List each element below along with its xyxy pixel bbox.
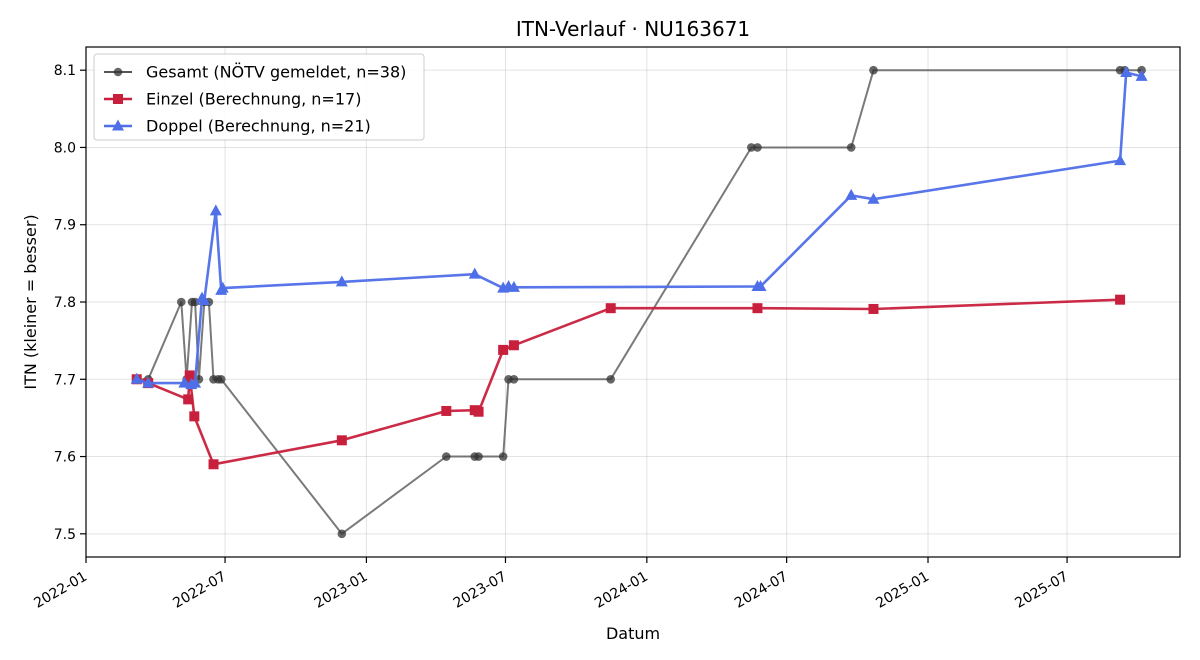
series-circle [132, 65, 1146, 539]
y-tick-label: 7.8 [54, 295, 76, 311]
legend-label: Einzel (Berechnung, n=17) [146, 90, 361, 109]
legend-marker [113, 67, 123, 77]
legend-box [93, 53, 425, 141]
data-point [336, 435, 347, 446]
legend-marker [113, 94, 123, 104]
data-point [498, 452, 508, 461]
data-point [190, 297, 200, 307]
data-point [747, 143, 756, 152]
y-axis-label: ITN (kleiner = besser) [21, 214, 40, 389]
x-tick-label: 2023-01 [312, 569, 371, 612]
data-point [184, 370, 195, 381]
data-point [178, 376, 191, 388]
legend-marker [112, 119, 124, 131]
legend-label: Doppel (Berechnung, n=21) [146, 117, 371, 136]
legend-label: Gesamt (NÖTV gemeldet, n=38) [146, 63, 406, 82]
series-layer [130, 65, 1148, 539]
y-tick-label: 7.5 [54, 527, 76, 543]
data-point [606, 374, 616, 384]
data-point [442, 452, 451, 461]
data-point [752, 303, 763, 314]
data-point [1120, 66, 1133, 77]
data-point [216, 281, 229, 293]
data-point [509, 374, 519, 384]
data-point [845, 188, 858, 200]
legend: Gesamt (NÖTV gemeldet, n=38) Einzel (Bere… [93, 53, 425, 141]
y-tick-label: 8.1 [54, 63, 76, 79]
data-point [176, 297, 186, 307]
x-tick-label: 2023-07 [451, 569, 510, 612]
x-tick-label: 2025-01 [873, 569, 932, 612]
data-point [208, 459, 219, 470]
data-point [209, 204, 222, 216]
x-tick-label: 2024-01 [592, 569, 651, 612]
data-point [1115, 294, 1126, 305]
data-point [335, 275, 348, 287]
data-point [605, 303, 616, 314]
y-tick-label: 7.7 [54, 372, 76, 388]
data-point [868, 303, 879, 314]
data-point [1114, 154, 1127, 166]
data-point [753, 143, 762, 152]
data-point [468, 267, 481, 279]
data-point [846, 143, 856, 152]
data-point [869, 65, 878, 75]
series-square [131, 294, 1126, 470]
data-point [183, 394, 194, 405]
data-point [1135, 69, 1148, 81]
y-tick-label: 8.0 [54, 140, 76, 156]
x-tick-label: 2022-01 [31, 569, 90, 612]
data-point [142, 376, 155, 388]
data-point [189, 411, 200, 422]
data-point [216, 374, 226, 384]
data-point [337, 529, 347, 539]
data-point [867, 192, 880, 204]
data-point [441, 405, 452, 416]
chart-title: ITN-Verlauf · NU163671 [516, 17, 750, 41]
x-axis-label: Datum [606, 624, 660, 643]
data-point [474, 452, 483, 461]
data-point [198, 293, 211, 305]
y-tick-label: 7.9 [54, 218, 76, 234]
tick-layer: 7.5 7.6 7.7 7.8 7.9 8.0 8.1 2022-01 2022-07 2023-… [31, 63, 1071, 612]
x-tick-label: 2022-07 [170, 569, 229, 612]
data-point [507, 280, 520, 292]
x-tick-label: 2024-07 [732, 569, 791, 612]
y-tick-label: 7.6 [54, 450, 76, 466]
data-point [754, 280, 767, 292]
x-tick-label: 2025-07 [1012, 569, 1071, 612]
data-point [473, 406, 484, 417]
series-line [136, 298, 1121, 466]
data-point [130, 372, 143, 384]
grid-layer [85, 47, 1180, 557]
data-point [508, 340, 519, 351]
series-triangle [130, 66, 1148, 390]
data-point [498, 344, 509, 355]
data-point [189, 376, 202, 388]
